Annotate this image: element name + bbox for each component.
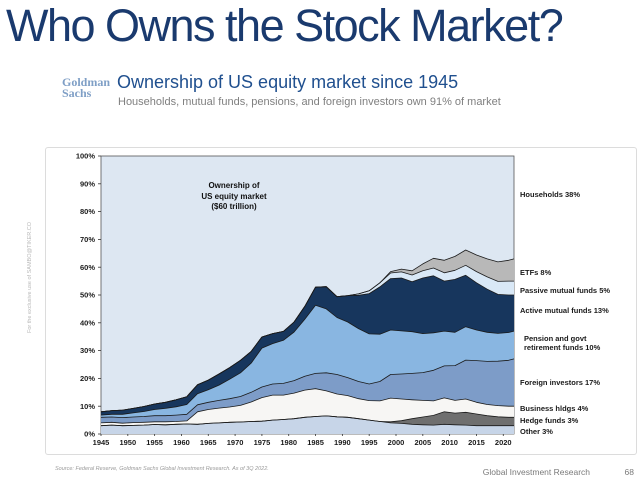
annotation-line-2: US equity market	[201, 191, 267, 201]
page-number: 68	[624, 467, 634, 477]
svg-text:60%: 60%	[80, 263, 95, 272]
legend-active-mutual-funds: Active mutual funds 13%	[520, 306, 609, 315]
legend-households: Households 38%	[520, 190, 581, 199]
svg-text:40%: 40%	[80, 318, 95, 327]
svg-text:1965: 1965	[200, 438, 217, 447]
svg-text:1990: 1990	[334, 438, 351, 447]
svg-text:1970: 1970	[227, 438, 244, 447]
svg-text:50%: 50%	[80, 291, 95, 300]
annotation-line-3: ($60 trillion)	[211, 202, 257, 211]
chart-subtitle: Ownership of US equity market since 1945	[117, 72, 459, 92]
svg-text:1950: 1950	[119, 438, 136, 447]
footer-division-label: Global Investment Research	[482, 467, 590, 477]
page-title: Who Owns the Stock Market?	[6, 0, 564, 51]
exclusive-use-watermark: For the exclusive use of SAMBO@TIKER.CO	[27, 221, 33, 333]
chart-annotation: Ownership of US equity market ($60 trill…	[174, 181, 294, 213]
ownership-area-chart: 0% 10% 20% 30% 40% 50% 60% 70% 80% 90% 100% 1945 195…	[76, 152, 515, 447]
legend-business-hldgs: Business hldgs 4%	[520, 404, 589, 413]
svg-text:10%: 10%	[80, 402, 95, 411]
legend-pension-funds: Pension and govt retirement funds 10%	[524, 334, 601, 352]
svg-text:1945: 1945	[93, 438, 110, 447]
svg-text:20%: 20%	[80, 374, 95, 383]
svg-text:1980: 1980	[280, 438, 297, 447]
svg-text:1995: 1995	[361, 438, 378, 447]
svg-text:1955: 1955	[146, 438, 163, 447]
legend-foreign-investors: Foreign investors 17%	[520, 378, 601, 387]
svg-text:1975: 1975	[254, 438, 271, 447]
legend-other: Other 3%	[520, 427, 553, 436]
svg-text:2010: 2010	[441, 438, 458, 447]
chart-frame: 0% 10% 20% 30% 40% 50% 60% 70% 80% 90% 100% 1945 195…	[45, 147, 637, 455]
logo-line-1: Goldman	[62, 75, 111, 89]
chart-description: Households, mutual funds, pensions, and …	[118, 96, 501, 108]
svg-text:2015: 2015	[468, 438, 485, 447]
svg-text:1960: 1960	[173, 438, 190, 447]
svg-text:2005: 2005	[414, 438, 431, 447]
svg-text:30%: 30%	[80, 346, 95, 355]
goldman-sachs-logo: Goldman Sachs	[62, 75, 111, 100]
svg-text:100%: 100%	[76, 152, 96, 161]
source-note: Source: Federal Reserve, Goldman Sachs G…	[55, 466, 269, 472]
logo-line-2: Sachs	[62, 85, 92, 100]
svg-text:0%: 0%	[84, 430, 95, 439]
svg-text:90%: 90%	[80, 179, 95, 188]
svg-text:1985: 1985	[307, 438, 324, 447]
legend-passive-mutual-funds: Passive mutual funds 5%	[520, 286, 611, 295]
svg-text:80%: 80%	[80, 207, 95, 216]
annotation-line-1: Ownership of	[208, 181, 260, 190]
legend-hedge-funds: Hedge funds 3%	[520, 416, 579, 425]
svg-text:2020: 2020	[495, 438, 512, 447]
svg-text:70%: 70%	[80, 235, 95, 244]
legend-etfs: ETFs 8%	[520, 268, 552, 277]
svg-text:2000: 2000	[388, 438, 405, 447]
